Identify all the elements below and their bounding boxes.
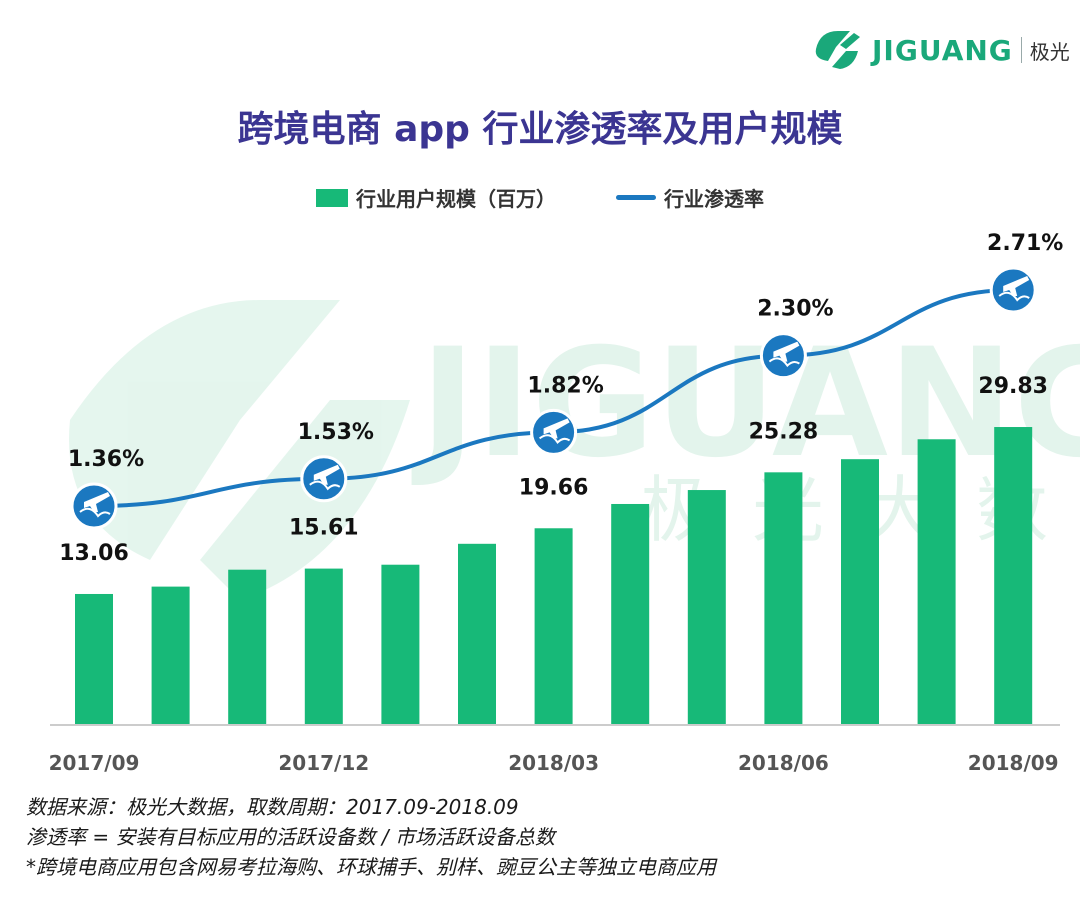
footnote-source: 数据来源：极光大数据，取数周期：2017.09-2018.09 [26,795,519,819]
globe-plane-icon [300,455,348,503]
footnote-scope: *跨境电商应用包含网易考拉海购、环球捕手、别样、豌豆公主等独立电商应用 [26,855,716,879]
globe-plane-icon [530,408,578,456]
bar-2018/01 [381,564,420,724]
bar-2017/11 [228,569,267,724]
globe-plane-icon [759,332,807,380]
bar-2018/08 [917,439,956,724]
line-value-label: 1.82% [527,373,603,398]
bar-value-label: 19.66 [519,475,589,500]
bar-2018/07 [841,459,879,724]
bar-series [75,427,1033,724]
line-markers [70,266,1037,530]
globe-plane-icon [989,266,1037,314]
bar-value-label: 29.83 [978,374,1048,399]
chart-title: 跨境电商 app 行业渗透率及用户规模 [237,109,843,150]
chart-canvas: 2017/09 2017/12 2018/03 2018/06 2018/09 13.0… [49,231,1064,775]
line-value-label: 2.71% [987,231,1063,256]
bar-value-labels: 13.06 15.61 19.66 25.28 29.83 [59,374,1048,566]
x-tick-label: 2018/03 [508,751,599,775]
bar-2018/03 [534,528,573,724]
line-value-label: 1.53% [298,420,374,445]
brand-name-cn: 极光 [1029,39,1070,64]
bar-value-label: 25.28 [749,419,819,444]
bar-value-label: 13.06 [59,541,129,566]
legend-bar-swatch [316,188,348,207]
globe-plane-icon [70,482,118,530]
legend-line-label: 行业渗透率 [664,187,764,211]
line-value-label: 2.30% [757,297,833,322]
line-value-labels: 1.36% 1.53% 1.82% 2.30% 2.71% [68,231,1064,472]
bar-2018/06 [764,472,803,724]
bar-2018/05 [687,490,726,724]
bar-2017/10 [151,586,190,724]
x-tick-label: 2018/06 [738,751,829,775]
jiguang-logo-icon [815,31,860,69]
x-tick-label: 2018/09 [968,751,1059,775]
bar-2018/04 [611,503,650,724]
x-tick-label: 2017/12 [278,751,369,775]
footnote-definition: 渗透率 = 安装有目标应用的活跃设备数 / 市场活跃设备总数 [26,825,555,849]
bar-2018/09 [994,427,1033,724]
legend-bar-label: 行业用户规模（百万） [356,187,556,211]
x-tick-label: 2017/09 [49,751,140,775]
bar-2017/12 [304,568,343,724]
legend-line-swatch [616,195,656,200]
brand-divider [1020,37,1022,63]
brand-name: JIGUANG [872,33,1013,67]
x-axis-ticks: 2017/09 2017/12 2018/03 2018/06 2018/09 [49,751,1059,775]
footnotes: 数据来源：极光大数据，取数周期：2017.09-2018.09 渗透率 = 安装… [26,792,716,882]
bar-2017/09 [75,593,113,724]
bar-value-label: 15.61 [289,516,359,541]
brand-logo: JIGUANG 极光 [810,22,1070,78]
bar-2018/02 [458,543,496,724]
line-value-label: 1.36% [68,447,144,472]
chart-legend: 行业用户规模（百万） 行业渗透率 [0,183,1080,212]
